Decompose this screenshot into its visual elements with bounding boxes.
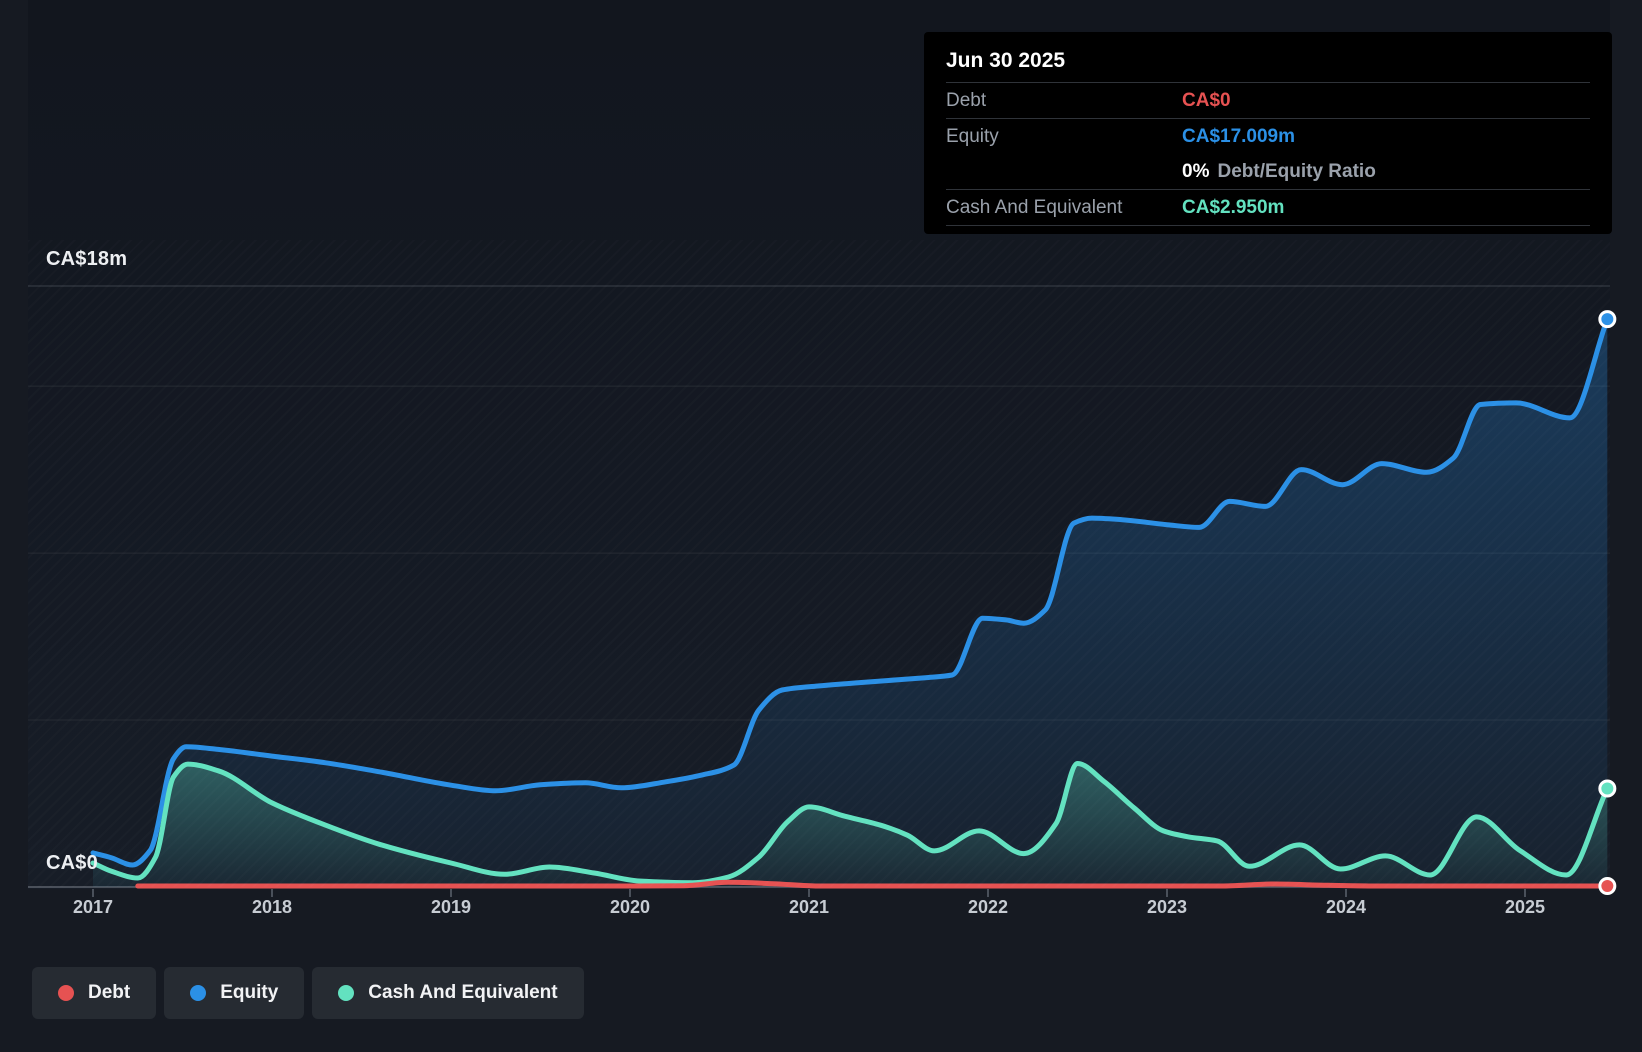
y-axis-max-label: CA$18m (46, 248, 128, 270)
y-axis-zero-label: CA$0 (46, 852, 98, 874)
debt-equity-ratio-value: 0% (1182, 160, 1210, 182)
x-axis-label-2019: 2019 (430, 897, 472, 917)
x-axis-label-2017: 2017 (72, 897, 114, 917)
tooltip-row-cash: Cash And Equivalent CA$2.950m (946, 189, 1590, 225)
x-axis-label-2024: 2024 (1325, 897, 1367, 917)
tooltip-equity-value: CA$17.009m (1182, 125, 1296, 147)
tooltip-debt-label: Debt (946, 89, 987, 111)
legend-equity-label: Equity (220, 982, 279, 1003)
x-axis-label-2022: 2022 (967, 897, 1009, 917)
tooltip-debt-value: CA$0 (1182, 89, 1231, 111)
tooltip-cash-label: Cash And Equivalent (946, 196, 1123, 218)
x-axis-label-2018: 2018 (251, 897, 293, 917)
tooltip-row-ratio: 0% Debt/Equity Ratio (946, 154, 1590, 189)
tooltip-date: Jun 30 2025 (946, 49, 1066, 72)
series-lines (90, 316, 1610, 889)
cash-color-dot-icon (338, 985, 355, 1001)
chart-tooltip: Jun 30 2025 Debt CA$0 Equity CA$17.009m … (924, 32, 1612, 234)
x-axis-label-2021: 2021 (788, 897, 830, 917)
equity-color-dot-icon (190, 985, 207, 1001)
debt-equity-ratio-label: Debt/Equity Ratio (1217, 160, 1376, 182)
tooltip-row-debt: Debt CA$0 (946, 82, 1590, 118)
tooltip-equity-label: Equity (946, 125, 999, 147)
legend-item-cash[interactable]: Cash And Equivalent (312, 967, 584, 1019)
x-axis-label-2023: 2023 (1146, 897, 1188, 917)
x-axis-label-2020: 2020 (609, 897, 651, 917)
tooltip-cash-value: CA$2.950m (1182, 196, 1285, 218)
legend-cash-label: Cash And Equivalent (368, 982, 558, 1003)
legend-item-equity[interactable]: Equity (164, 967, 305, 1019)
legend-item-debt[interactable]: Debt (32, 967, 157, 1019)
x-axis-label-2025: 2025 (1504, 897, 1546, 917)
chart-legend: Debt Equity Cash And Equivalent (32, 967, 584, 1019)
debt-color-dot-icon (58, 985, 74, 1001)
tooltip-bottom-divider (946, 225, 1590, 226)
tooltip-row-equity: Equity CA$17.009m (946, 118, 1590, 154)
legend-debt-label: Debt (88, 982, 131, 1003)
end-point-markers (1598, 310, 1617, 895)
